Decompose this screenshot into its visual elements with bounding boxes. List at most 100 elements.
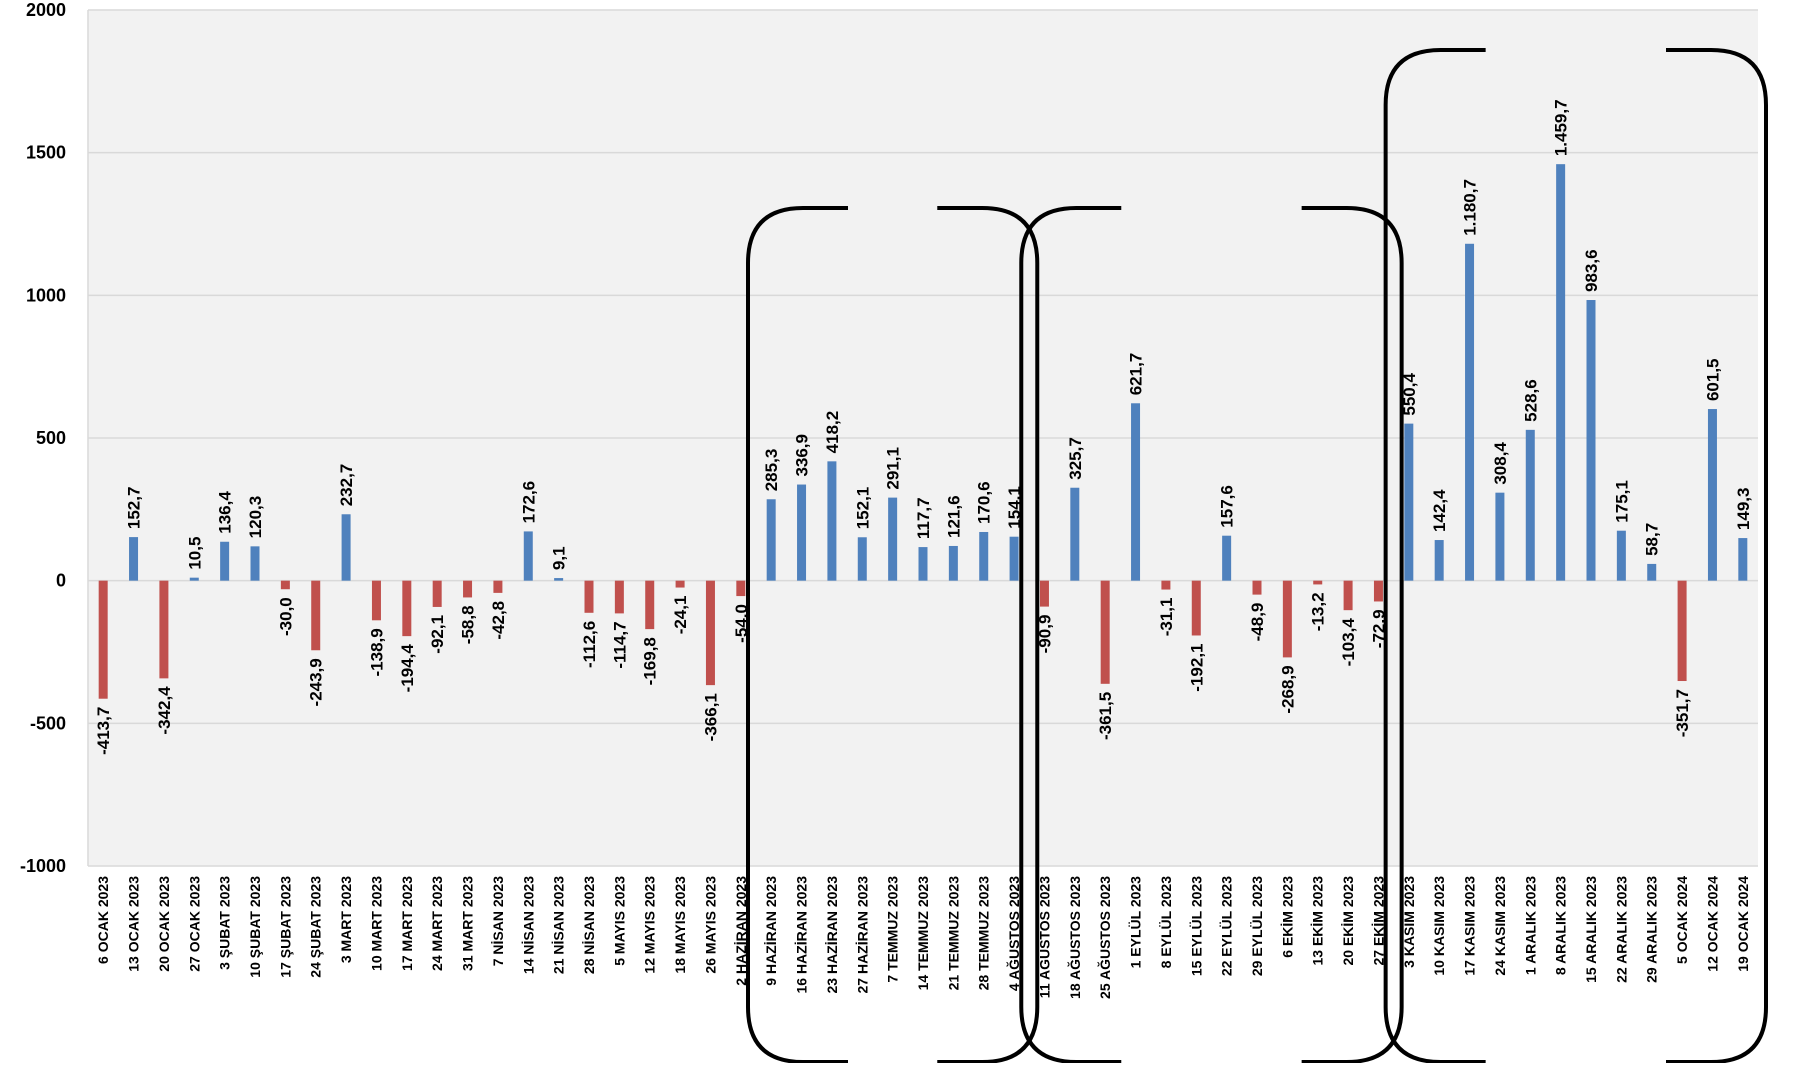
x-tick-label: 31 MART 2023 — [460, 876, 476, 971]
bar — [584, 580, 594, 613]
bar — [463, 580, 473, 598]
data-label: -169,8 — [641, 637, 660, 685]
x-tick-label: 14 TEMMUZ 2023 — [915, 876, 931, 991]
bar — [402, 580, 412, 637]
bar — [675, 580, 685, 588]
data-label: -92,1 — [428, 615, 447, 654]
data-label: -268,9 — [1278, 665, 1297, 713]
bar — [705, 580, 715, 686]
x-tick-label: 5 MAYIS 2023 — [611, 876, 627, 966]
bar — [1039, 580, 1049, 607]
data-label: 325,7 — [1066, 437, 1085, 480]
data-label: -194,4 — [398, 644, 417, 693]
x-tick-label: 29 EYLÜL 2023 — [1249, 876, 1265, 976]
bracket-left — [746, 206, 848, 1064]
data-label: 120,3 — [246, 496, 265, 539]
x-tick-label: 15 ARALIK 2023 — [1583, 876, 1599, 983]
data-label: 1.180,7 — [1461, 179, 1480, 236]
bar — [159, 580, 169, 679]
bar — [1131, 403, 1141, 581]
x-tick-label: 2 HAZİRAN 2023 — [733, 876, 749, 986]
bar — [554, 578, 564, 581]
data-label: 621,7 — [1127, 353, 1146, 396]
x-tick-label: 10 ŞUBAT 2023 — [247, 876, 263, 978]
x-tick-label: 3 ŞUBAT 2023 — [217, 876, 233, 970]
x-tick-label: 26 MAYIS 2023 — [702, 876, 718, 974]
bar — [1707, 409, 1717, 581]
bar — [1373, 580, 1383, 602]
x-tick-label: 27 HAZİRAN 2023 — [854, 876, 870, 994]
x-tick-label: 8 EYLÜL 2023 — [1158, 876, 1174, 969]
data-label: 152,1 — [853, 487, 872, 530]
bar — [797, 484, 807, 581]
bar — [1616, 530, 1626, 581]
x-tick-label: 3 KASIM 2023 — [1401, 876, 1417, 968]
data-label: -192,1 — [1187, 643, 1206, 691]
bar — [1009, 536, 1019, 581]
bar — [1586, 300, 1596, 581]
x-tick-label: 7 TEMMUZ 2023 — [885, 876, 901, 983]
bar — [1191, 580, 1201, 636]
x-tick-label: 20 OCAK 2023 — [156, 876, 172, 972]
bar — [1465, 243, 1475, 581]
y-tick-label: 500 — [36, 428, 66, 448]
bar — [857, 537, 867, 581]
x-tick-label: 5 OCAK 2024 — [1674, 876, 1690, 964]
x-tick-label: 14 NİSAN 2023 — [520, 876, 536, 974]
bar — [1647, 563, 1657, 581]
y-tick-label: -1000 — [20, 856, 66, 876]
x-tick-label: 24 KASIM 2023 — [1492, 876, 1508, 976]
data-label: 121,6 — [944, 495, 963, 538]
x-tick-label: 10 MART 2023 — [368, 876, 384, 971]
bar — [250, 546, 260, 581]
x-tick-label: 6 EKİM 2023 — [1279, 876, 1295, 958]
x-tick-label: 20 EKİM 2023 — [1340, 876, 1356, 966]
x-tick-label: 17 KASIM 2023 — [1462, 876, 1478, 976]
bar — [979, 531, 989, 581]
bracket-right — [1666, 48, 1768, 1064]
data-label: 149,3 — [1734, 488, 1753, 531]
bar — [1343, 580, 1353, 611]
data-label: -342,4 — [155, 686, 174, 735]
data-label: 152,7 — [125, 487, 144, 530]
x-tick-label: 28 NİSAN 2023 — [581, 876, 597, 974]
bar — [1677, 580, 1687, 682]
y-tick-label: -500 — [30, 713, 66, 733]
bar — [888, 497, 898, 581]
bracket-left — [1019, 206, 1122, 1064]
bar — [493, 580, 503, 593]
bar — [1738, 538, 1748, 581]
bar — [1434, 540, 1444, 581]
x-tick-label: 21 TEMMUZ 2023 — [945, 876, 961, 991]
bar — [1222, 535, 1232, 581]
x-tick-label: 13 OCAK 2023 — [126, 876, 142, 972]
bar — [1282, 580, 1292, 658]
bar — [432, 580, 442, 607]
bracket-right — [1301, 206, 1404, 1064]
bar — [341, 514, 351, 581]
data-label: 9,1 — [550, 546, 569, 570]
data-label: -13,2 — [1309, 592, 1328, 631]
x-tick-label: 11 AĞUSTOS 2023 — [1035, 876, 1052, 998]
data-label: -361,5 — [1096, 692, 1115, 740]
x-tick-label: 22 ARALIK 2023 — [1613, 876, 1629, 983]
data-label: 175,1 — [1612, 480, 1631, 523]
bar — [1404, 423, 1414, 581]
data-label: -48,9 — [1248, 603, 1267, 642]
x-tick-label: 28 TEMMUZ 2023 — [976, 876, 992, 991]
data-label: -351,7 — [1673, 689, 1692, 737]
x-tick-label: 7 NİSAN 2023 — [490, 876, 506, 966]
x-tick-label: 9 HAZİRAN 2023 — [763, 876, 779, 986]
data-label: 172,6 — [519, 481, 538, 524]
x-tick-label: 17 MART 2023 — [399, 876, 415, 971]
data-label: -30,0 — [276, 597, 295, 636]
data-label: -366,1 — [701, 693, 720, 741]
data-label: 601,5 — [1703, 358, 1722, 401]
data-label: 170,6 — [975, 481, 994, 524]
bar — [918, 547, 928, 581]
data-label: -112,6 — [580, 621, 599, 668]
bracket-right — [937, 206, 1040, 1064]
data-label: 136,4 — [216, 491, 235, 534]
bar — [129, 537, 139, 581]
